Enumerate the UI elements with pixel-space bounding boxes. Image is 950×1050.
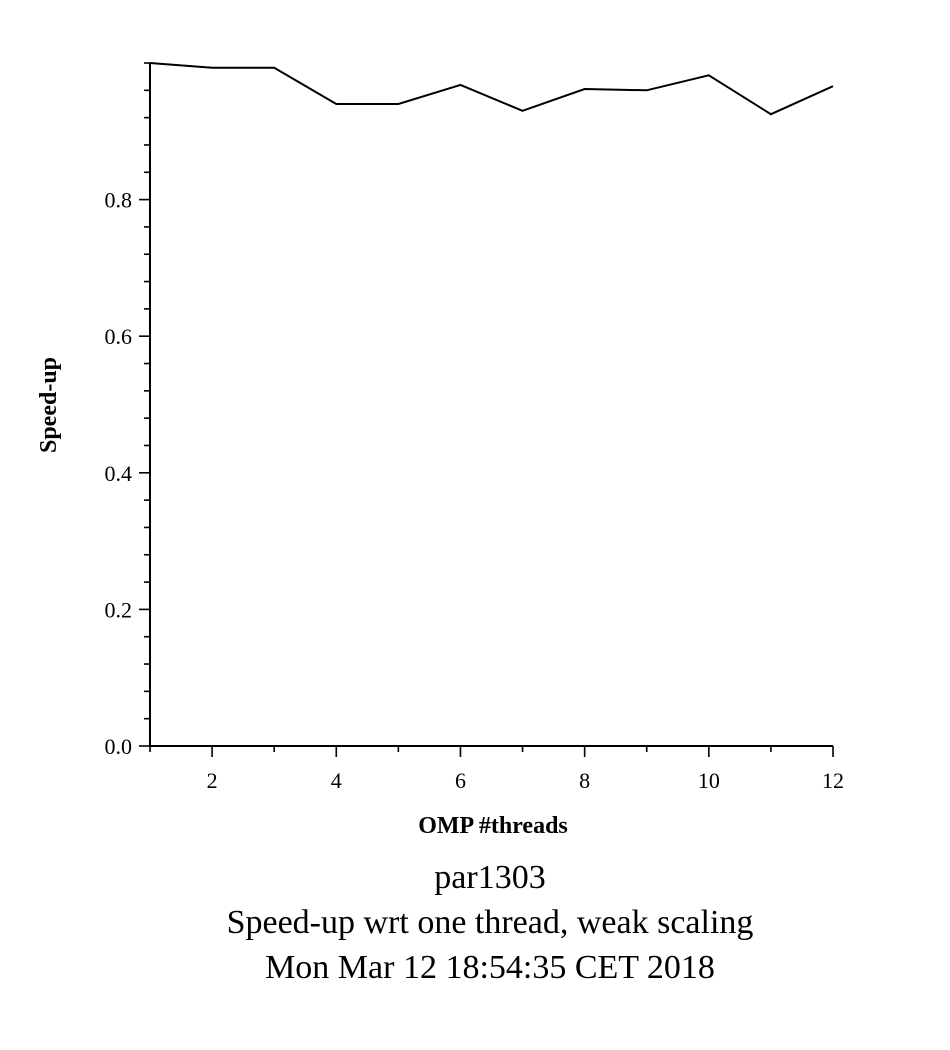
x-tick-label: 10 (698, 768, 720, 793)
caption-timestamp: Mon Mar 12 18:54:35 CET 2018 (265, 949, 715, 986)
y-tick-label: 0.0 (105, 734, 133, 759)
tick-labels: 2 4 6 8 10 12 0.0 0.2 0.4 0.6 0.8 (105, 188, 845, 793)
y-tick-label: 0.8 (105, 188, 133, 213)
y-tick-label: 0.6 (105, 324, 133, 349)
ticks (139, 62, 834, 757)
speedup-line (149, 62, 834, 116)
line-chart: 2 4 6 8 10 12 0.0 0.2 0.4 0.6 0.8 OMP #threads Spe… (36, 62, 845, 839)
x-tick-label: 8 (579, 768, 590, 793)
y-tick-label: 0.4 (105, 461, 133, 486)
x-tick-label: 12 (822, 768, 844, 793)
caption-title: par1303 (434, 859, 546, 896)
y-tick-label: 0.2 (105, 597, 133, 622)
x-tick-label: 2 (207, 768, 218, 793)
y-axis-title: Speed-up (36, 357, 62, 453)
caption-subtitle: Speed-up wrt one thread, weak scaling (226, 904, 754, 941)
series (149, 62, 834, 116)
axes (149, 63, 833, 747)
x-tick-label: 6 (455, 768, 466, 793)
x-axis-title: OMP #threads (418, 813, 568, 839)
x-tick-label: 4 (331, 768, 342, 793)
